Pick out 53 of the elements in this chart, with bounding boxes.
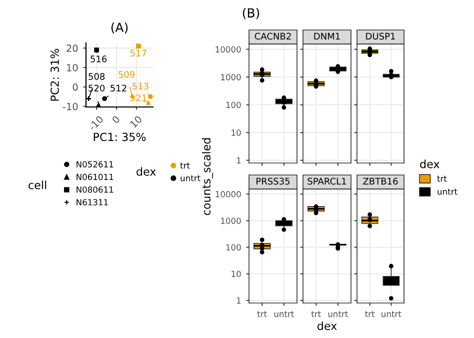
legend-title: dex (136, 167, 156, 176)
text: (B) (242, 8, 260, 20)
y-tick-label: 10 (232, 270, 241, 278)
legend-label: N052611 (76, 161, 114, 168)
legend-label: untrt (438, 188, 458, 195)
annotation: 520 (88, 84, 105, 92)
annotation: 517 (130, 50, 146, 57)
x-tick-label: untrt (382, 311, 402, 318)
x-tick-label: trt (365, 311, 375, 317)
chart-title: DUSP1 (366, 32, 395, 40)
x-axis-title: dex (317, 321, 337, 330)
y-tick-label: 10 (232, 130, 241, 136)
legend-label: trt (437, 176, 447, 182)
annotation: 508 (88, 73, 105, 80)
x-tick-label: 10 (130, 115, 142, 128)
y-tick-label: 10000 (216, 191, 241, 198)
x-tick-label: untrt (274, 311, 294, 318)
annotation: 513 (132, 82, 148, 90)
x-tick-label: untrt (328, 311, 348, 318)
y-tick-label: 100 (226, 102, 241, 108)
x-tick-label: -10 (88, 115, 104, 131)
y-axis-title: PC2: 31% (50, 48, 59, 101)
legend-title: dex (420, 160, 440, 168)
annotation: 509 (118, 71, 134, 78)
legend-label: N61311 (76, 199, 108, 206)
legend-label: trt (180, 162, 190, 168)
chart-title: PRSS35 (256, 178, 290, 185)
y-tick-label: 100 (226, 244, 241, 251)
chart-title: (A) (111, 22, 128, 34)
y-tick-label: 10 (67, 64, 78, 72)
annotation: 516 (90, 56, 107, 62)
legend-title: cell (28, 180, 46, 190)
y-tick-label: 20 (66, 44, 78, 52)
legend-label: untrt (180, 175, 200, 182)
x-tick-label: trt (311, 311, 321, 317)
y-tick-label: 1000 (221, 218, 241, 224)
chart-title: ZBTB16 (363, 178, 398, 185)
chart-title: CACNB2 (254, 32, 291, 40)
legend-label: N080611 (76, 186, 114, 193)
y-tick-label: 10000 (216, 46, 241, 53)
y-axis-title: counts_scaled (202, 138, 213, 216)
chart-title: DNM1 (314, 32, 340, 40)
y-tick-label: 1 (236, 298, 241, 304)
y-tick-label: 1 (236, 157, 241, 164)
x-axis-title: PC1: 35% (94, 132, 146, 142)
y-tick-label: -10 (62, 102, 78, 110)
x-tick-label: trt (257, 311, 267, 317)
y-tick-label: 0 (72, 83, 78, 91)
x-tick-label: 0 (112, 115, 120, 124)
legend-label: N061011 (76, 174, 114, 180)
annotation: 512 (110, 84, 126, 92)
y-tick-label: 1000 (221, 74, 241, 80)
chart-title: SPARCL1 (308, 178, 346, 185)
